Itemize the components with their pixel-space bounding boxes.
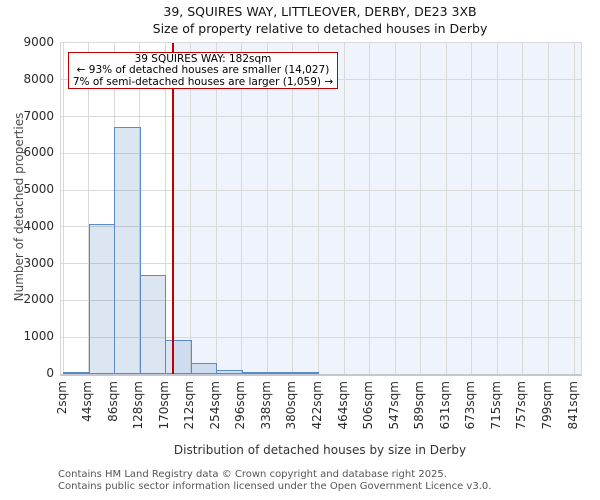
x-tick-label: 757sqm [514, 381, 529, 430]
y-tick-label: 3000 [23, 255, 54, 270]
gridline [394, 43, 396, 374]
gridline [190, 43, 192, 374]
chart-title: 39, SQUIRES WAY, LITTLEOVER, DERBY, DE23… [163, 4, 477, 19]
x-tick-label: 589sqm [412, 381, 427, 430]
shade-region-larger-properties [172, 43, 581, 374]
plot-area: 39 SQUIRES WAY: 182sqm ← 93% of detached… [60, 42, 582, 376]
gridline [573, 43, 575, 374]
histogram-bar [292, 372, 320, 374]
x-tick-label: 673sqm [463, 381, 478, 430]
annotation-line-2: ← 93% of detached houses are smaller (14… [76, 64, 330, 77]
x-tick-label: 296sqm [233, 381, 248, 430]
histogram-bar [88, 223, 116, 374]
property-marker-line [171, 43, 174, 374]
gridline [88, 43, 90, 374]
gridline [215, 43, 217, 374]
histogram-bar [139, 275, 167, 374]
gridline [241, 43, 243, 374]
histogram-bar [190, 362, 218, 374]
x-tick-label: 715sqm [488, 381, 503, 430]
x-tick-label: 2sqm [54, 381, 69, 415]
gridline [61, 226, 581, 228]
y-axis-title: Number of detached properties [12, 112, 26, 302]
y-tick-label: 8000 [23, 71, 54, 86]
x-tick-label: 422sqm [310, 381, 324, 430]
gridline [343, 43, 345, 374]
y-tick-label: 4000 [23, 218, 54, 233]
gridline [62, 43, 64, 374]
gridline [61, 336, 581, 338]
x-tick-label: 86sqm [105, 381, 120, 422]
gridline [292, 43, 294, 374]
y-tick-label: 1000 [23, 329, 54, 344]
x-tick-label: 128sqm [131, 381, 146, 430]
histogram-bar [63, 372, 90, 374]
x-axis-title: Distribution of detached houses by size … [173, 443, 467, 457]
y-tick-label: 9000 [23, 35, 54, 49]
x-tick-label: 212sqm [182, 381, 197, 430]
footer-line-2: Contains public sector information licen… [58, 480, 492, 492]
gridline [547, 43, 549, 374]
gridline [61, 263, 581, 265]
chart-subtitle: Size of property relative to detached ho… [152, 21, 488, 36]
y-tick-label: 7000 [23, 108, 54, 123]
histogram-bar [216, 369, 243, 374]
gridline [522, 43, 524, 374]
histogram-bar [165, 340, 192, 374]
x-tick-label: 380sqm [284, 381, 299, 430]
gridline [61, 189, 581, 191]
x-tick-label: 841sqm [565, 381, 580, 430]
histogram-bar [267, 372, 294, 374]
y-tick-label: 2000 [23, 292, 54, 307]
gridline [420, 43, 422, 374]
footer: Contains HM Land Registry data © Crown c… [58, 469, 491, 492]
gridline [318, 43, 319, 374]
x-tick-label: 631sqm [437, 381, 452, 430]
gridline [496, 43, 498, 374]
x-tick-label: 170sqm [156, 381, 171, 430]
gridline [471, 43, 473, 374]
x-tick-label: 44sqm [80, 381, 95, 422]
y-tick-label: 6000 [23, 145, 54, 160]
histogram-bar [241, 371, 269, 374]
y-tick-label: 5000 [23, 182, 54, 197]
gridline [266, 43, 268, 374]
x-tick-label: 547sqm [386, 381, 401, 430]
gridline [139, 43, 141, 374]
annotation-line-3: 7% of semi-detached houses are larger (1… [72, 75, 334, 88]
gridline [445, 43, 447, 374]
annotation-box: 39 SQUIRES WAY: 182sqm ← 93% of detached… [68, 52, 338, 89]
x-tick-label: 254sqm [207, 381, 222, 430]
gridline [61, 116, 581, 118]
x-tick-label: 799sqm [539, 381, 554, 430]
footer-line-1: Contains HM Land Registry data © Crown c… [58, 469, 447, 480]
x-tick-label: 506sqm [361, 381, 376, 430]
gridline [61, 152, 581, 154]
gridline [369, 43, 371, 374]
x-tick-label: 464sqm [335, 381, 350, 430]
histogram-bar [114, 126, 141, 374]
y-tick-label: 0 [46, 366, 54, 380]
x-tick-label: 338sqm [258, 381, 273, 430]
gridline [164, 43, 166, 374]
gridline [61, 299, 581, 301]
annotation-line-1: 39 SQUIRES WAY: 182sqm [134, 53, 272, 65]
